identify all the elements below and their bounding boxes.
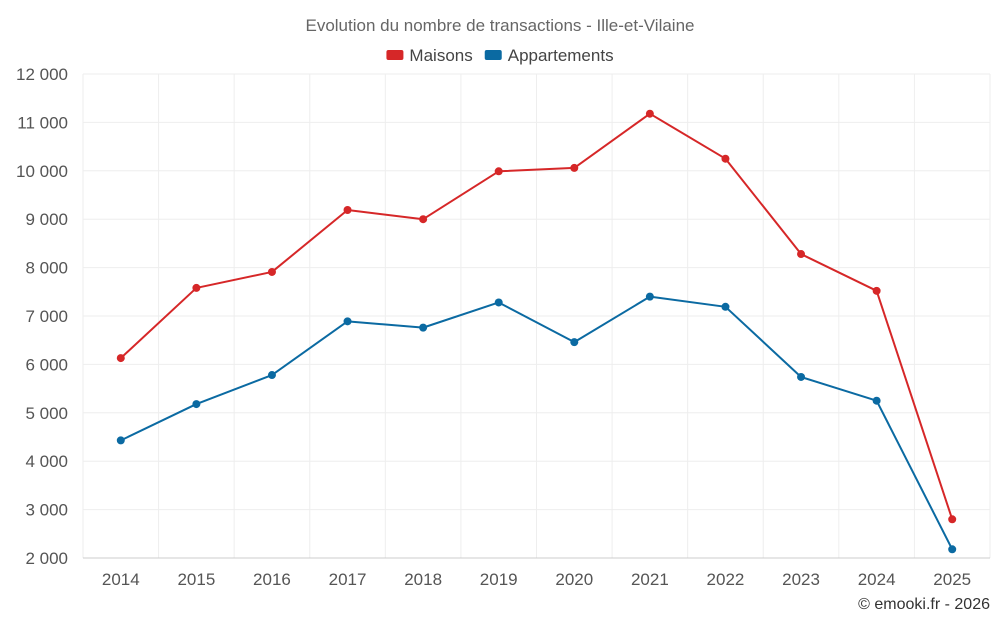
data-point bbox=[343, 206, 352, 215]
data-point bbox=[267, 371, 276, 380]
x-tick-label: 2018 bbox=[404, 570, 442, 589]
data-point bbox=[797, 250, 806, 259]
x-tick-label: 2020 bbox=[555, 570, 593, 589]
y-tick-label: 4 000 bbox=[25, 452, 68, 471]
data-point bbox=[116, 436, 125, 445]
series-group bbox=[116, 109, 957, 554]
data-point bbox=[494, 167, 503, 176]
data-point bbox=[721, 154, 730, 163]
data-point bbox=[570, 163, 579, 172]
legend: Maisons Appartements bbox=[386, 46, 614, 65]
x-tick-label: 2019 bbox=[480, 570, 518, 589]
data-point bbox=[192, 283, 201, 292]
legend-label: Maisons bbox=[409, 46, 472, 65]
y-tick-label: 7 000 bbox=[25, 307, 68, 326]
data-point bbox=[343, 317, 352, 326]
x-tick-label: 2014 bbox=[102, 570, 140, 589]
data-point bbox=[872, 396, 881, 405]
y-tick-label: 12 000 bbox=[16, 65, 68, 84]
data-point bbox=[948, 515, 957, 524]
y-axis-ticks: 2 000 3 000 4 000 5 000 6 000 7 000 8 000 9 000… bbox=[16, 65, 68, 568]
y-tick-label: 6 000 bbox=[25, 355, 68, 374]
legend-item: Maisons bbox=[386, 46, 473, 65]
data-point bbox=[267, 267, 276, 276]
data-point bbox=[494, 298, 503, 307]
legend-label: Appartements bbox=[508, 46, 614, 65]
series-maisons bbox=[116, 109, 957, 524]
data-point bbox=[192, 400, 201, 409]
legend-swatch bbox=[484, 50, 502, 60]
legend-swatch bbox=[386, 50, 404, 60]
x-tick-label: 2024 bbox=[858, 570, 896, 589]
y-tick-label: 10 000 bbox=[16, 162, 68, 181]
data-point bbox=[645, 109, 654, 118]
y-tick-label: 11 000 bbox=[17, 113, 68, 132]
x-tick-label: 2017 bbox=[329, 570, 367, 589]
y-tick-label: 9 000 bbox=[25, 210, 68, 229]
data-point bbox=[721, 302, 730, 311]
data-point bbox=[116, 354, 125, 363]
x-tick-label: 2023 bbox=[782, 570, 820, 589]
x-tick-label: 2015 bbox=[177, 570, 215, 589]
chart-title: Evolution du nombre de transactions - Il… bbox=[305, 16, 694, 35]
x-tick-label: 2021 bbox=[631, 570, 669, 589]
data-point bbox=[419, 323, 428, 332]
series-appartements bbox=[116, 292, 957, 554]
x-tick-label: 2016 bbox=[253, 570, 291, 589]
data-point bbox=[645, 292, 654, 301]
data-point bbox=[948, 545, 957, 554]
x-tick-label: 2022 bbox=[707, 570, 745, 589]
x-tick-label: 2025 bbox=[933, 570, 971, 589]
credit-text: © emooki.fr - 2026 bbox=[858, 596, 990, 613]
series-line bbox=[120, 112, 954, 520]
x-axis-ticks: 2014 2015 2016 2017 2018 2019 2020 2021 2022 2023… bbox=[102, 570, 971, 589]
data-point bbox=[570, 338, 579, 347]
y-tick-label: 3 000 bbox=[25, 501, 68, 520]
y-tick-label: 2 000 bbox=[25, 549, 68, 568]
data-point bbox=[797, 372, 806, 381]
y-tick-label: 5 000 bbox=[25, 404, 68, 423]
data-point bbox=[872, 286, 881, 295]
y-tick-label: 8 000 bbox=[25, 259, 68, 278]
legend-item: Appartements bbox=[484, 46, 614, 65]
series-line bbox=[120, 295, 954, 550]
data-point bbox=[419, 215, 428, 224]
